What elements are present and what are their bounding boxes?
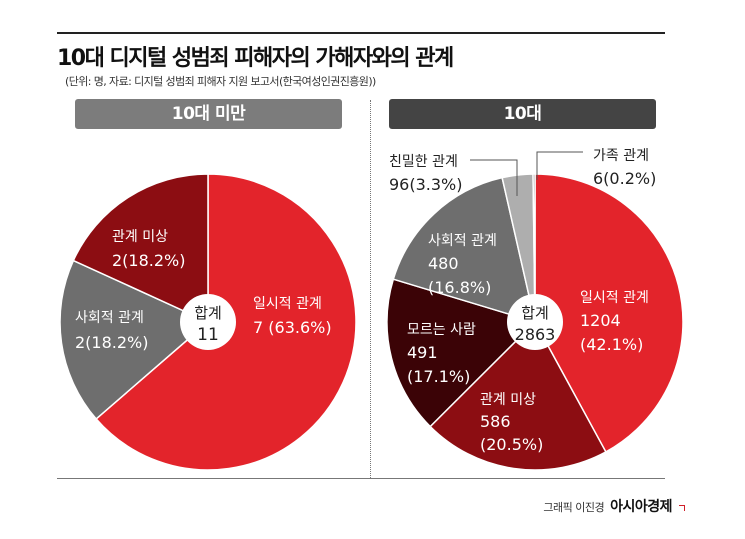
slice-percent-stranger-teens: (17.1%) [407,367,470,386]
slice-value-stranger-teens: 491 [407,343,438,362]
labels-teens: 일시적 관계 1204 (42.1%) 관계 미상 586 (20.5%) 모르… [389,148,656,454]
total-value-right: 2863 [515,325,556,344]
slice-label-unknown-teens: 관계 미상 [480,392,536,408]
credit: 그래픽 이진경 아시아경제 [543,496,685,516]
total-label-left: 합계 [194,304,222,322]
brand-logo: 아시아경제 [610,499,672,515]
slice-percent-unknown-teens: (20.5%) [480,435,543,454]
slice-value-temporary: 7 (63.6%) [253,318,332,337]
slice-value-temporary-teens: 1204 [580,311,621,330]
slice-value-intimate-teens: 96(3.3%) [389,175,463,194]
pie-teens-slice-3 [392,176,537,324]
total-value-left: 11 [197,325,219,345]
top-rule [57,32,665,34]
total-circle-left [180,294,236,350]
slice-percent-social-teens: (16.8%) [428,278,491,297]
slice-label-intimate-teens: 친밀한 관계 [389,154,458,170]
slice-label-stranger-teens: 모르는 사람 [407,322,476,338]
slice-value-social: 2(18.2%) [75,333,149,352]
slice-value-social-teens: 480 [428,254,459,273]
pie-teens-slice-5 [532,173,536,323]
page-subtitle: (단위: 명, 자료: 디지털 성범죄 피해자 지원 보고서(한국여성인권진흥원… [65,75,376,88]
graphic-byline: 그래픽 이진경 [543,501,605,514]
pie-chart-teens [386,173,684,471]
pie-teens-slice-2 [386,278,537,428]
panel-divider [370,100,371,478]
panel-header-under-10: 10대 미만 [75,99,342,129]
callout-line-family [536,151,583,180]
slice-label-temporary: 일시적 관계 [253,296,322,312]
slice-percent-temporary-teens: (42.1%) [580,335,643,354]
slice-value-unknown-teens: 586 [480,412,511,431]
slice-value-unknown: 2(18.2%) [112,251,186,270]
slice-label-family-teens: 가족 관계 [593,148,649,164]
slice-label-unknown: 관계 미상 [112,229,168,245]
total-circle-right [507,294,563,350]
callout-line-intimate [470,159,518,196]
pie-teens-slice-0 [534,173,684,453]
slice-label-social: 사회적 관계 [75,310,144,326]
pie-teens-slice-1 [429,320,607,471]
slice-label-social-teens: 사회적 관계 [428,233,497,249]
panel-header-teens: 10대 [389,99,656,129]
pie-under-10-slice-2 [72,173,209,324]
bottom-rule [57,478,665,479]
callout-lines [470,151,583,196]
pie-under-10-slice-1 [59,259,210,420]
slice-label-temporary-teens: 일시적 관계 [580,290,649,306]
page-title: 10대 디지털 성범죄 피해자의 가해자와의 관계 [57,46,454,71]
total-label-right: 합계 [521,304,549,322]
labels-under-10: 일시적 관계 7 (63.6%) 사회적 관계 2(18.2%) 관계 미상 2… [75,229,332,352]
slice-value-family-teens: 6(0.2%) [593,169,656,188]
brand-mark-icon [679,505,685,511]
